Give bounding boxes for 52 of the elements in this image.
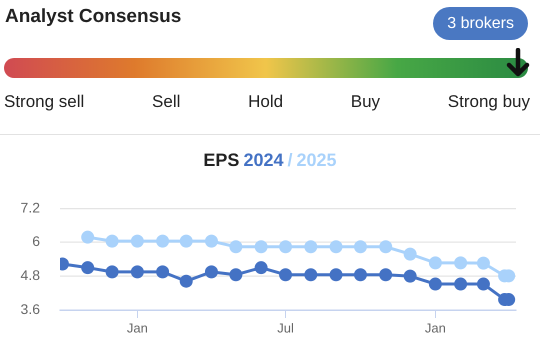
point [476, 256, 490, 270]
point [354, 240, 367, 254]
text: Analyst Consensus [5, 6, 182, 28]
text: 2024 [243, 150, 284, 170]
point [180, 234, 193, 248]
text: 3 brokers [433, 7, 528, 40]
x-tick-label: Jan [126, 320, 148, 336]
category-label: Buy [350, 92, 380, 112]
category-label: Sell [152, 92, 180, 112]
point [254, 261, 268, 274]
point [304, 240, 318, 254]
y-tick-label: 4.8 [20, 266, 40, 283]
point [156, 234, 170, 248]
point [404, 270, 417, 283]
point [180, 274, 193, 288]
point [156, 265, 170, 278]
x-tick-label: Jan [424, 320, 446, 336]
point [254, 240, 268, 254]
category-label: Hold [248, 92, 284, 112]
category-label: Strong buy [448, 92, 530, 112]
category-label: Strong sell [4, 92, 84, 112]
point [106, 265, 119, 278]
text: 2025 [296, 150, 337, 170]
point [454, 256, 468, 270]
point [354, 268, 367, 282]
point [279, 268, 292, 282]
point [229, 268, 242, 282]
y-tick-label: 6 [32, 233, 40, 250]
point [428, 278, 442, 291]
text: / [288, 150, 293, 170]
point [304, 268, 318, 282]
y-tick-label: 7.2 [20, 199, 40, 216]
point [404, 248, 417, 261]
point [454, 278, 468, 291]
point [330, 268, 343, 282]
point [330, 240, 343, 254]
point [81, 230, 94, 244]
x-tick-label: Jul [277, 320, 294, 336]
point [476, 278, 490, 291]
point [130, 234, 144, 248]
point [379, 268, 392, 282]
point [81, 261, 94, 274]
y-tick-label: 3.6 [20, 300, 40, 317]
chart-title: EPS [203, 150, 240, 170]
point [428, 256, 442, 270]
point [204, 265, 218, 278]
point [106, 234, 119, 248]
point [204, 234, 218, 248]
point [130, 265, 144, 278]
point [379, 240, 392, 254]
point [279, 240, 292, 254]
point [229, 240, 242, 254]
